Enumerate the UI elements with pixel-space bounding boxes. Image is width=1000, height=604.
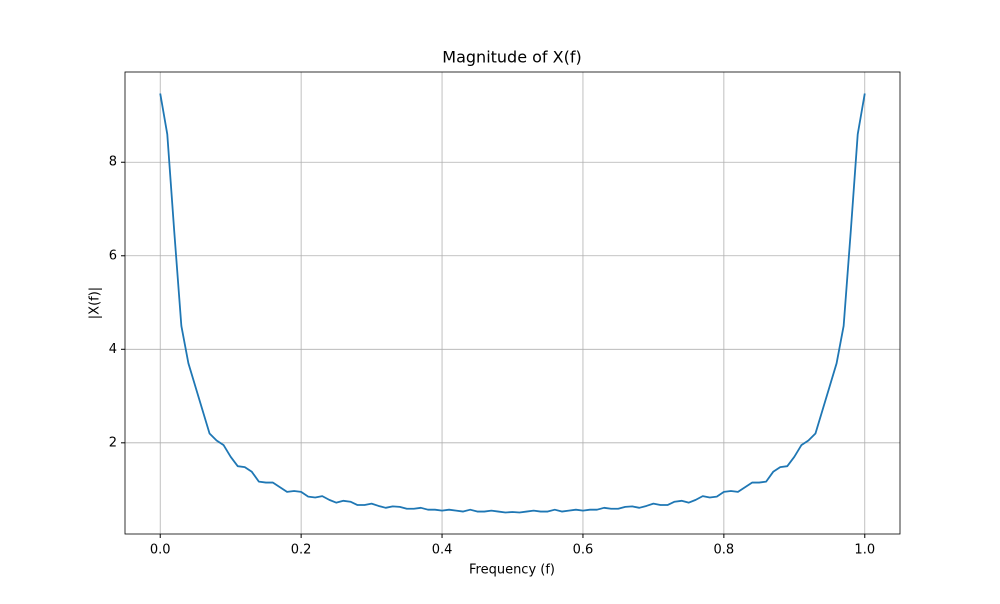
x-tick-label: 1.0: [854, 543, 875, 558]
x-tick-label: 0.0: [150, 543, 171, 558]
y-tick-label: 2: [109, 435, 117, 450]
x-tick-label: 0.6: [573, 543, 594, 558]
x-tick-label: 0.8: [714, 543, 735, 558]
x-tick-label: 0.2: [291, 543, 312, 558]
x-axis-label: Frequency (f): [469, 563, 555, 578]
y-axis-label: |X(f)|: [88, 287, 103, 319]
y-tick-label: 4: [109, 342, 117, 357]
plot-frame: [124, 71, 901, 535]
x-tick-label: 0.4: [432, 543, 453, 558]
chart-title: Magnitude of X(f): [442, 48, 581, 67]
y-tick-label: 8: [109, 155, 117, 170]
data-line: [159, 93, 866, 514]
y-tick-label: 6: [109, 248, 117, 263]
